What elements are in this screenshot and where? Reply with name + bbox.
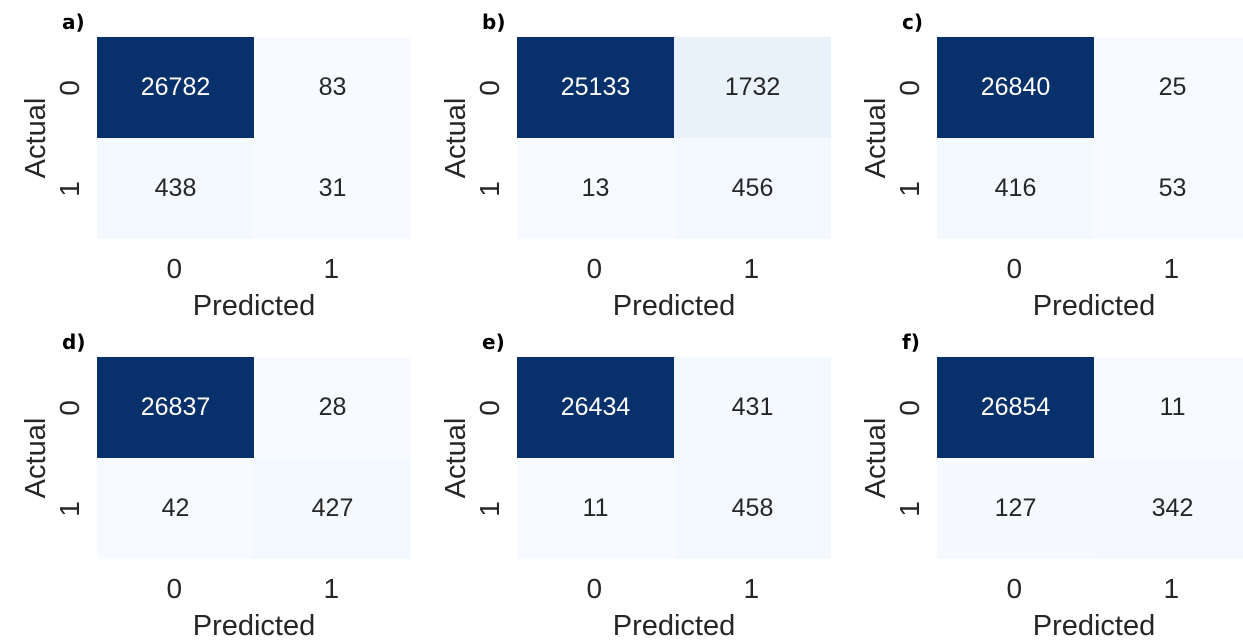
heatmap-cell: 53 [1094,138,1243,239]
panel-label: d) [62,330,86,354]
confusion-matrix-panel: b) 25133 1732 13 456 0 1 0 1 Predicted Actual [420,0,834,322]
heatmap-cell: 42 [97,458,254,559]
panel-label: b) [482,10,506,34]
confusion-matrix-panel: d) 26837 28 42 427 0 1 0 1 Predicted Actual [0,320,414,642]
panel-label: f) [902,330,920,354]
x-axis-label: Predicted [1032,290,1156,322]
y-tick-label: 0 [54,399,85,416]
panel-label: a) [62,10,85,34]
heatmap-cell: 127 [937,458,1094,559]
heatmap-cell: 13 [517,138,674,239]
heatmap-cell: 342 [1094,458,1243,559]
y-axis-label: Actual [440,417,472,499]
heatmap-cell: 416 [937,138,1094,239]
heatmap-cell: 26854 [937,357,1094,458]
heatmap-cell: 28 [254,357,411,458]
y-tick-label: 0 [474,79,505,96]
y-tick-label: 1 [54,180,85,197]
heatmap-cell: 26837 [97,357,254,458]
heatmap-cell: 11 [1094,357,1243,458]
heatmap-cell: 438 [97,138,254,239]
x-tick-label: 1 [1163,573,1180,604]
x-tick-label: 1 [323,573,340,604]
y-axis-label: Actual [20,417,52,499]
heatmap-cell: 26434 [517,357,674,458]
y-tick-label: 0 [474,399,505,416]
x-tick-label: 0 [586,253,603,284]
confusion-matrix-panel: c) 26840 25 416 53 0 1 0 1 Predicted Actual [840,0,1243,322]
x-axis-label: Predicted [612,610,736,642]
heatmap-cell: 11 [517,458,674,559]
heatmap-cell: 31 [254,138,411,239]
y-tick-label: 1 [54,500,85,517]
x-tick-label: 1 [1163,253,1180,284]
confusion-matrix-panel: f) 26854 11 127 342 0 1 0 1 Predicted Actual [840,320,1243,642]
y-tick-label: 1 [894,500,925,517]
x-axis-label: Predicted [612,290,736,322]
x-tick-label: 1 [743,253,760,284]
x-tick-label: 1 [323,253,340,284]
x-tick-label: 0 [586,573,603,604]
x-axis-label: Predicted [1032,610,1156,642]
y-axis-label: Actual [860,97,892,179]
y-axis-label: Actual [20,97,52,179]
y-axis-label: Actual [440,97,472,179]
x-tick-label: 0 [166,573,183,604]
x-axis-label: Predicted [192,610,316,642]
y-tick-label: 0 [54,79,85,96]
heatmap-cell: 458 [674,458,831,559]
heatmap-cell: 26840 [937,37,1094,138]
y-axis-label: Actual [860,417,892,499]
heatmap-cell: 25133 [517,37,674,138]
heatmap-cell: 456 [674,138,831,239]
x-tick-label: 0 [166,253,183,284]
x-tick-label: 0 [1006,573,1023,604]
heatmap-cell: 26782 [97,37,254,138]
confusion-matrix-panel: e) 26434 431 11 458 0 1 0 1 Predicted Actual [420,320,834,642]
y-tick-label: 1 [474,500,505,517]
y-tick-label: 1 [474,180,505,197]
y-tick-label: 0 [894,399,925,416]
confusion-matrix-panel: a) 26782 83 438 31 0 1 0 1 Predicted Actual [0,0,414,322]
y-tick-label: 1 [894,180,925,197]
heatmap-cell: 1732 [674,37,831,138]
heatmap-cell: 427 [254,458,411,559]
heatmap-cell: 25 [1094,37,1243,138]
x-tick-label: 1 [743,573,760,604]
x-axis-label: Predicted [192,290,316,322]
y-tick-label: 0 [894,79,925,96]
heatmap-cell: 83 [254,37,411,138]
x-tick-label: 0 [1006,253,1023,284]
panel-label: e) [482,330,505,354]
panel-label: c) [902,10,923,34]
heatmap-cell: 431 [674,357,831,458]
